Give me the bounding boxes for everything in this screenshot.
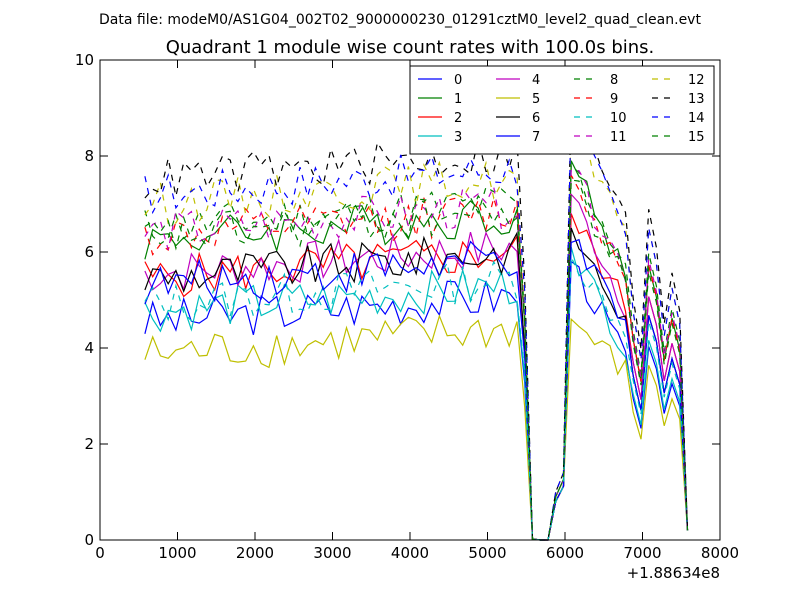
x-tick-label: 8000 [701, 544, 739, 562]
x-tick-label: 5000 [468, 544, 506, 562]
series-line-1 [144, 160, 689, 541]
series-line-15 [144, 179, 689, 541]
x-tick-label: 2000 [236, 544, 274, 562]
series-line-11 [144, 169, 689, 541]
y-tick-label: 8 [84, 147, 94, 165]
legend-label-3: 3 [454, 130, 462, 145]
series-line-8 [144, 164, 689, 541]
x-tick-label: 7000 [623, 544, 661, 562]
legend-label-1: 1 [454, 92, 462, 107]
legend-label-12: 12 [688, 73, 705, 88]
legend-label-8: 8 [610, 73, 618, 88]
series-line-13 [144, 93, 689, 541]
legend-label-5: 5 [532, 92, 540, 107]
legend-label-0: 0 [454, 73, 462, 88]
series-line-9 [144, 172, 689, 541]
x-axis-offset-label: +1.88634e8 [627, 564, 720, 582]
y-tick-label: 4 [84, 339, 94, 357]
legend-label-15: 15 [688, 130, 705, 145]
y-tick-label: 10 [75, 51, 94, 69]
series-line-0 [144, 260, 689, 541]
legend-label-10: 10 [610, 111, 627, 126]
y-tick-label: 0 [84, 531, 94, 549]
series-line-12 [144, 120, 689, 541]
legend-label-2: 2 [454, 111, 462, 126]
x-tick-label: 3000 [313, 544, 351, 562]
legend-label-4: 4 [532, 73, 540, 88]
legend-label-9: 9 [610, 92, 618, 107]
series-line-5 [144, 314, 689, 541]
y-tick-label: 6 [84, 243, 94, 261]
chart-title: Quadrant 1 module wise count rates with … [166, 37, 655, 58]
series-line-2 [144, 213, 689, 541]
series-line-14 [144, 107, 689, 541]
series-line-10 [144, 256, 689, 541]
x-tick-label: 4000 [391, 544, 429, 562]
legend-box [409, 65, 715, 155]
data-file-label: Data file: modeM0/AS1G04_002T02_90000002… [99, 12, 701, 28]
legend-label-6: 6 [532, 111, 540, 126]
legend-label-14: 14 [688, 111, 705, 126]
legend-label-13: 13 [688, 92, 705, 107]
series-line-4 [144, 192, 689, 541]
series-line-6 [144, 227, 689, 541]
x-tick-label: 0 [95, 544, 105, 562]
legend-label-11: 11 [610, 130, 627, 145]
legend-label-7: 7 [532, 130, 540, 145]
x-tick-label: 1000 [158, 544, 196, 562]
x-tick-label: 6000 [546, 544, 584, 562]
series-line-3 [144, 247, 689, 541]
series-line-7 [144, 238, 689, 541]
y-tick-label: 2 [84, 435, 94, 453]
